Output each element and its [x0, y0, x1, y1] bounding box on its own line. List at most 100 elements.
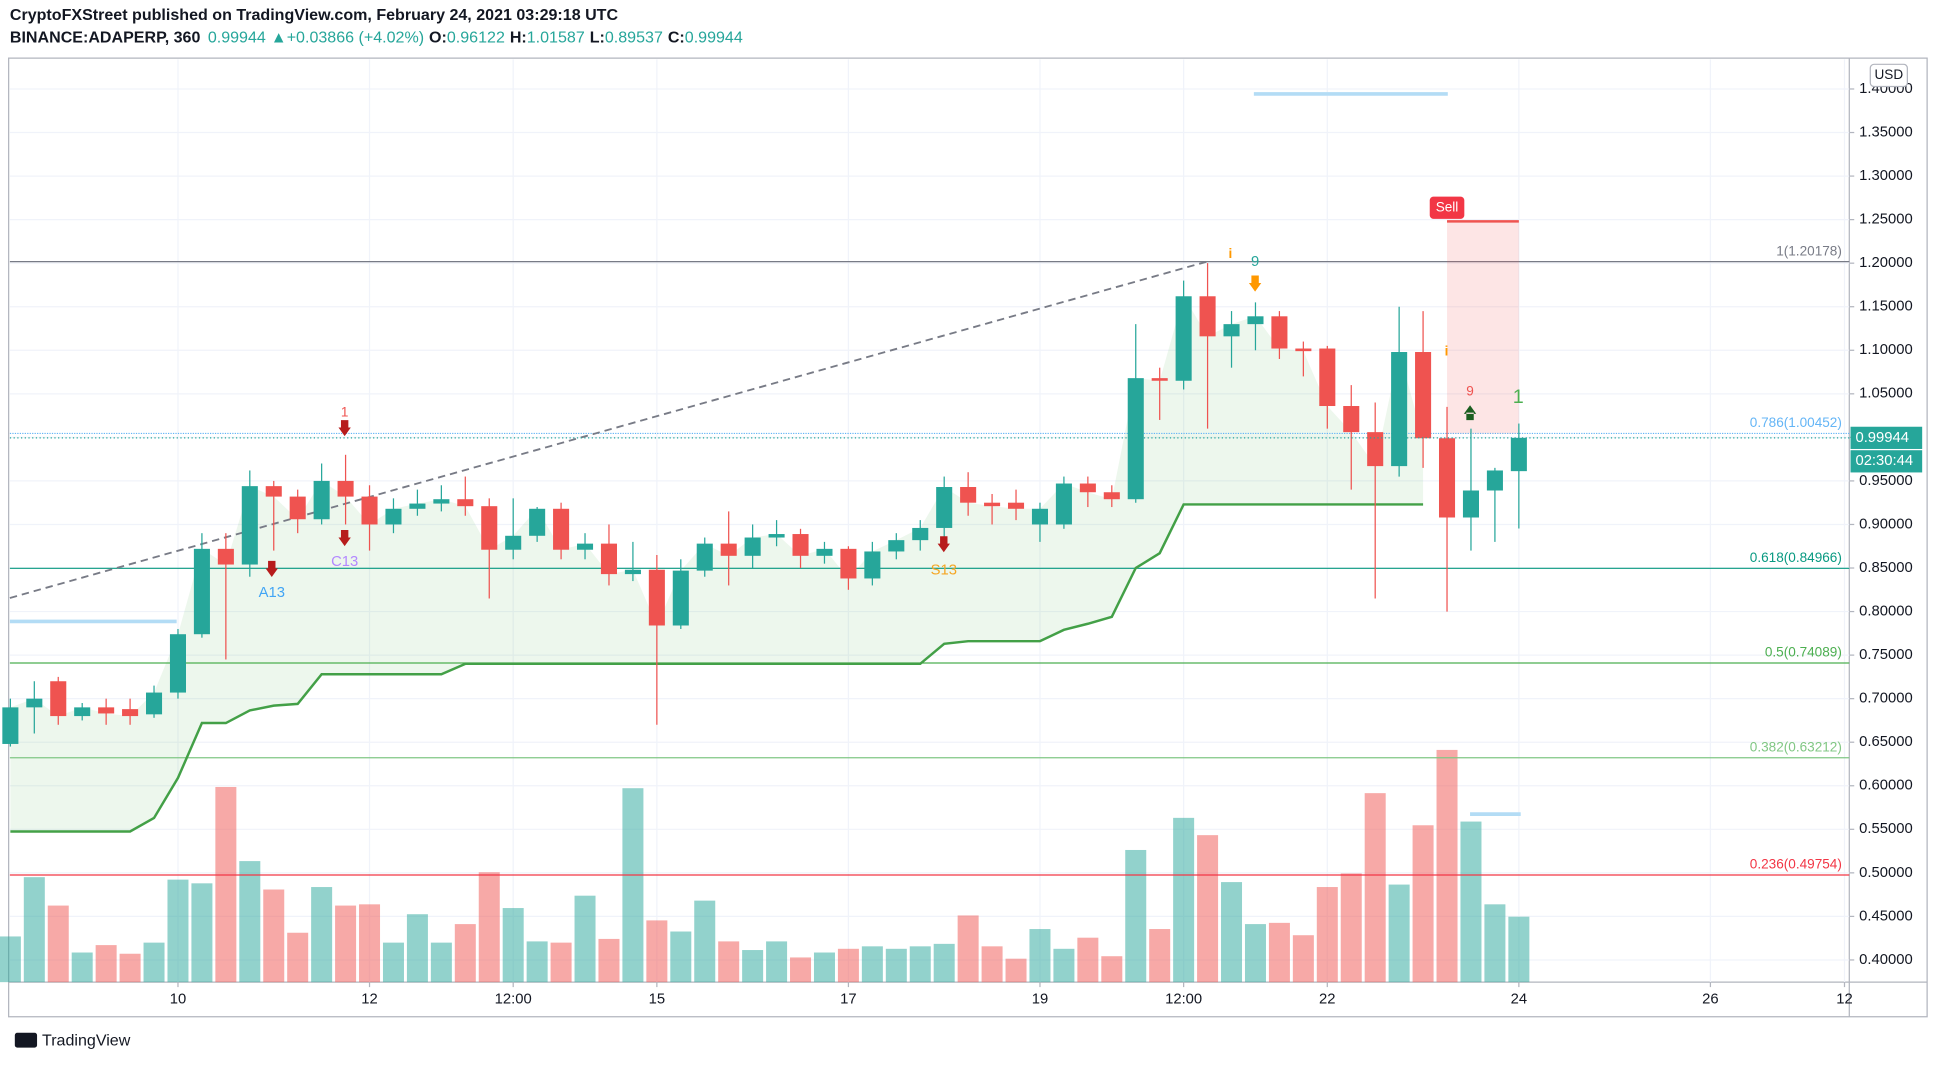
open-label: O:	[429, 29, 447, 47]
candle-body	[361, 496, 378, 525]
sell-zone	[1447, 221, 1519, 434]
volume-bar	[191, 883, 213, 983]
close-label: C:	[668, 29, 685, 47]
fib-label: 0.236(0.49754)	[1750, 857, 1842, 872]
volume-bar	[239, 861, 261, 983]
candle-body	[337, 480, 354, 497]
y-tick-label: 0.45000	[1859, 908, 1913, 924]
candle-body	[433, 499, 450, 504]
candle-body	[1199, 296, 1216, 337]
volume-bar	[718, 941, 740, 983]
candle-body	[1223, 324, 1240, 337]
candle-body	[1175, 296, 1192, 381]
y-tick-label: 0.40000	[1859, 952, 1913, 968]
volume-bar	[1101, 956, 1123, 983]
sell-tag	[1429, 196, 1465, 219]
x-tick-label: 22	[1319, 991, 1335, 1007]
x-tick-label: 10	[170, 991, 186, 1007]
high-value: 1.01587	[527, 29, 585, 47]
y-tick-label: 0.55000	[1859, 821, 1913, 837]
volume-bar	[0, 936, 21, 983]
volume-bar	[790, 957, 812, 983]
y-tick-label: 1.10000	[1859, 342, 1913, 358]
y-tick-label: 1.15000	[1859, 299, 1913, 315]
x-tick-label: 19	[1032, 991, 1048, 1007]
candle-body	[457, 499, 474, 507]
close-value: 0.99944	[685, 29, 743, 47]
candle-body	[984, 502, 1001, 507]
volume-bar	[382, 942, 404, 983]
y-tick-label: 1.25000	[1859, 212, 1913, 228]
signal-label: i	[1228, 246, 1232, 261]
candle-body	[864, 551, 881, 579]
trend-fill	[10, 296, 1424, 832]
volume-bar	[478, 872, 500, 983]
volume-bar	[1005, 958, 1027, 983]
countdown-tag	[1850, 450, 1923, 473]
fib-label: 0.786(1.00452)	[1750, 415, 1842, 430]
volume-bar	[933, 943, 955, 983]
volume-bar	[263, 889, 285, 983]
high-label: H:	[510, 29, 527, 47]
candle-body	[600, 543, 618, 575]
trend-line	[9, 260, 1208, 599]
volume-bar	[454, 924, 476, 983]
publisher-text: CryptoFXStreet published on TradingView.…	[10, 6, 619, 24]
candle-body	[912, 527, 929, 541]
volume-bar	[1173, 817, 1195, 983]
volume-bar	[406, 914, 428, 983]
volume-bar	[646, 920, 668, 983]
volume-bar	[957, 915, 979, 983]
candle-body	[816, 548, 833, 556]
candle-body	[1510, 437, 1527, 472]
candle-body	[960, 487, 977, 503]
candle-body	[744, 537, 761, 556]
candle-body	[529, 508, 546, 536]
volume-bar	[1149, 929, 1171, 983]
last-price-label: 0.99944	[1855, 430, 1909, 446]
y-tick-label: 1.05000	[1859, 386, 1913, 402]
candle-body	[50, 681, 67, 717]
volume-bar	[1340, 873, 1362, 983]
volume-bar	[1077, 937, 1099, 983]
x-tick-label: 12:00	[1165, 991, 1202, 1007]
candle-body	[1079, 483, 1096, 493]
y-tick-label: 0.85000	[1859, 560, 1913, 576]
fib-label: 0.382(0.63212)	[1750, 739, 1842, 754]
candle-body	[145, 692, 163, 715]
volume-bar	[430, 942, 452, 983]
candle-body	[241, 486, 258, 565]
last-price-tag	[1850, 426, 1923, 449]
volume-bar	[598, 938, 620, 983]
x-tick-label: 12:00	[495, 991, 532, 1007]
low-value: 0.89537	[605, 29, 663, 47]
candle-body	[505, 535, 522, 550]
candle-body	[169, 634, 187, 693]
low-label: L:	[590, 29, 605, 47]
volume-bar	[1364, 793, 1386, 983]
y-tick-label: 0.70000	[1859, 691, 1913, 707]
candle-body	[1103, 492, 1120, 500]
candle-body	[1247, 316, 1264, 325]
candle-body	[553, 508, 570, 550]
currency-box	[1869, 63, 1908, 88]
volume-bar	[1268, 922, 1290, 983]
down-arrow	[937, 536, 950, 553]
x-tick-label: 26	[1702, 991, 1718, 1007]
frame	[8, 57, 1928, 1018]
brand: TradingView	[42, 1032, 131, 1050]
candle-body	[696, 543, 713, 571]
candle-body	[193, 548, 210, 635]
y-tick-label: 0.50000	[1859, 865, 1913, 881]
candle-body	[624, 569, 641, 575]
volume-bar	[311, 887, 333, 983]
volume-bar	[1388, 884, 1410, 983]
candle-body	[1415, 352, 1432, 439]
candle-body	[1343, 406, 1360, 433]
volume-bar	[23, 877, 45, 983]
signal-label: A13	[259, 585, 285, 601]
candle-body	[1367, 432, 1384, 467]
candle-body	[1319, 348, 1336, 407]
